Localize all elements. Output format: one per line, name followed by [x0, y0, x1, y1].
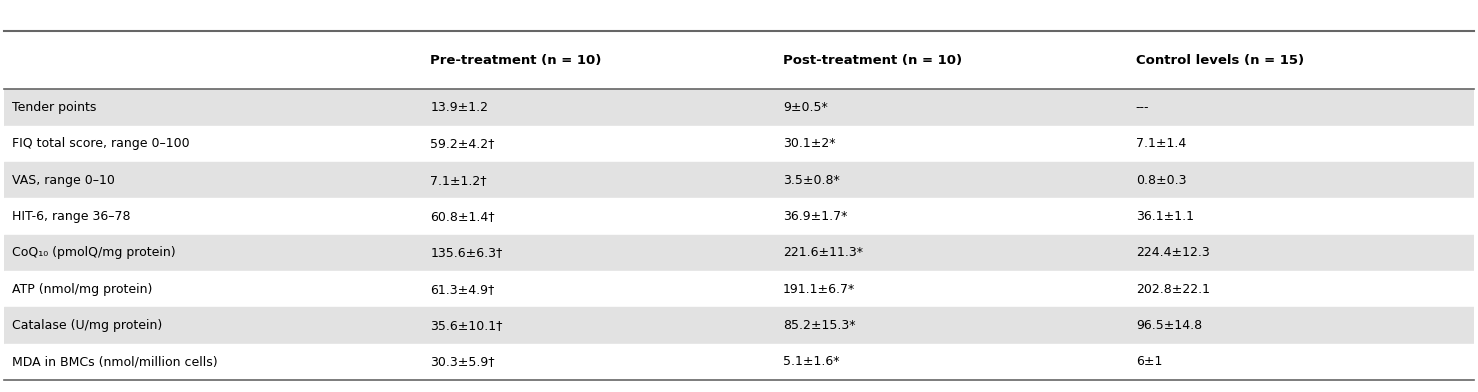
Text: 224.4±12.3: 224.4±12.3 — [1135, 246, 1209, 260]
Text: 3.5±0.8*: 3.5±0.8* — [783, 174, 840, 187]
Text: 135.6±6.3†: 135.6±6.3† — [430, 246, 503, 260]
Text: 96.5±14.8: 96.5±14.8 — [1135, 319, 1202, 332]
Text: 59.2±4.2†: 59.2±4.2† — [430, 137, 495, 150]
Text: 60.8±1.4†: 60.8±1.4† — [430, 210, 495, 223]
Bar — [4, 198, 1474, 235]
Text: 13.9±1.2: 13.9±1.2 — [430, 101, 488, 114]
Bar — [4, 31, 1474, 89]
Text: 9±0.5*: 9±0.5* — [783, 101, 828, 114]
Text: ---: --- — [1135, 101, 1150, 114]
Text: 0.8±0.3: 0.8±0.3 — [1135, 174, 1187, 187]
Text: Tender points: Tender points — [12, 101, 96, 114]
Text: HIT-6, range 36–78: HIT-6, range 36–78 — [12, 210, 130, 223]
Text: FIQ total score, range 0–100: FIQ total score, range 0–100 — [12, 137, 189, 150]
Text: 36.9±1.7*: 36.9±1.7* — [783, 210, 847, 223]
Text: 61.3±4.9†: 61.3±4.9† — [430, 283, 495, 296]
Text: 30.3±5.9†: 30.3±5.9† — [430, 356, 495, 368]
Text: MDA in BMCs (nmol/million cells): MDA in BMCs (nmol/million cells) — [12, 356, 217, 368]
Bar — [4, 162, 1474, 198]
Text: 191.1±6.7*: 191.1±6.7* — [783, 283, 856, 296]
Text: Control levels (n = 15): Control levels (n = 15) — [1135, 54, 1304, 67]
Bar — [4, 89, 1474, 125]
Bar — [4, 271, 1474, 307]
Bar — [4, 344, 1474, 380]
Text: 30.1±2*: 30.1±2* — [783, 137, 835, 150]
Bar — [4, 125, 1474, 162]
Text: 36.1±1.1: 36.1±1.1 — [1135, 210, 1194, 223]
Text: 202.8±22.1: 202.8±22.1 — [1135, 283, 1210, 296]
Text: Post-treatment (n = 10): Post-treatment (n = 10) — [783, 54, 962, 67]
Text: 7.1±1.4: 7.1±1.4 — [1135, 137, 1185, 150]
Text: 85.2±15.3*: 85.2±15.3* — [783, 319, 856, 332]
Text: Catalase (U/mg protein): Catalase (U/mg protein) — [12, 319, 161, 332]
Text: 6±1: 6±1 — [1135, 356, 1162, 368]
Text: Pre-treatment (n = 10): Pre-treatment (n = 10) — [430, 54, 602, 67]
Text: CoQ₁₀ (pmolQ/mg protein): CoQ₁₀ (pmolQ/mg protein) — [12, 246, 174, 260]
Text: 221.6±11.3*: 221.6±11.3* — [783, 246, 863, 260]
Text: 5.1±1.6*: 5.1±1.6* — [783, 356, 840, 368]
Bar — [4, 235, 1474, 271]
Text: ATP (nmol/mg protein): ATP (nmol/mg protein) — [12, 283, 152, 296]
Text: 7.1±1.2†: 7.1±1.2† — [430, 174, 486, 187]
Text: 35.6±10.1†: 35.6±10.1† — [430, 319, 503, 332]
Bar — [4, 307, 1474, 344]
Text: VAS, range 0–10: VAS, range 0–10 — [12, 174, 114, 187]
